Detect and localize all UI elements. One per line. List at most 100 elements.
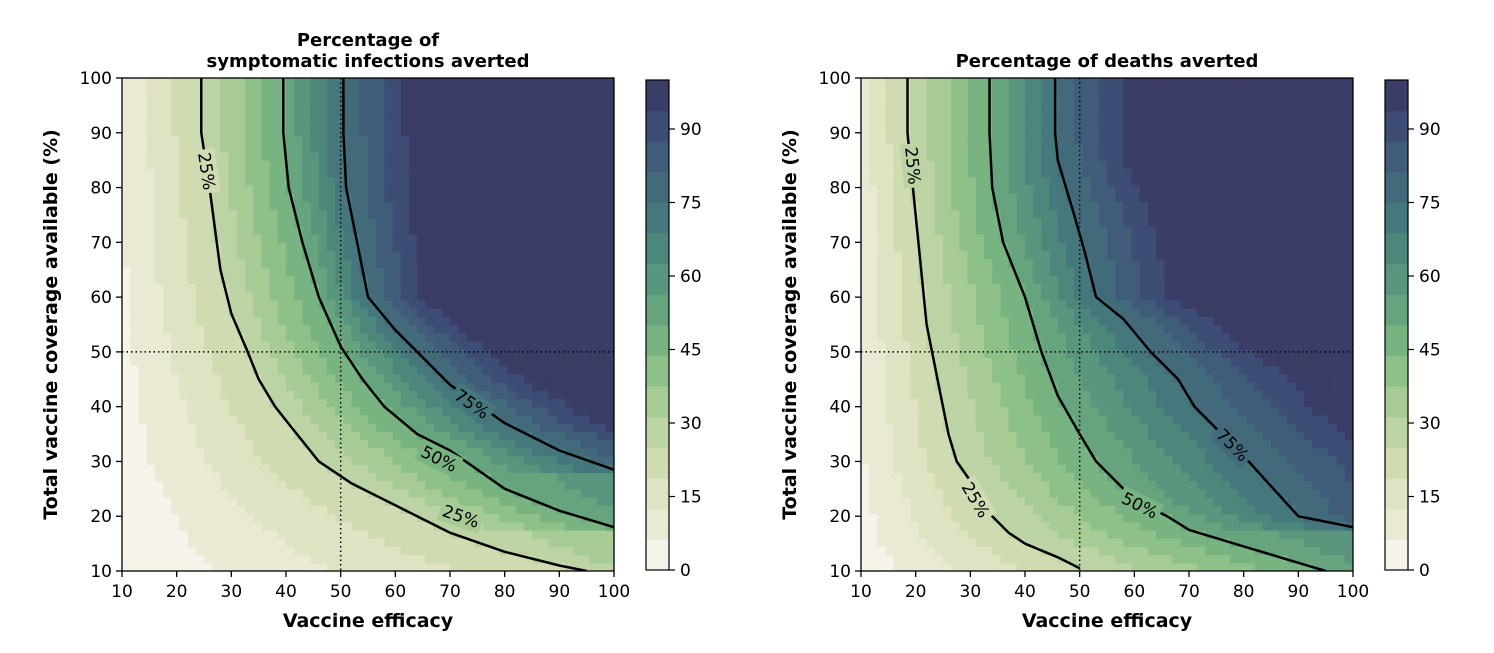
contour-cell [433,119,443,128]
contour-cell [400,538,410,547]
contour-cell [392,234,402,243]
contour-cell [861,513,870,523]
contour-cell [318,431,328,441]
contour-cell [605,102,614,112]
contour-cell [540,266,549,276]
contour-cell [564,209,574,219]
contour-cell [1025,332,1034,342]
contour-cell [122,316,131,326]
contour-cell [885,529,895,539]
contour-fill [122,78,614,571]
contour-cell [220,324,230,334]
contour-cell [515,266,525,276]
contour-cell [433,201,443,211]
contour-cell [540,406,549,416]
contour-cell [564,193,574,202]
contour-cell [515,513,525,523]
contour-cell [269,143,279,153]
contour-cell [902,480,911,490]
contour-cell [507,110,517,120]
contour-cell [910,225,919,235]
contour-cell [564,513,574,523]
contour-cell [959,505,969,515]
contour-cell [343,258,353,268]
contour-cell [302,423,312,432]
contour-cell [441,160,451,169]
contour-cell [474,78,484,87]
contour-cell [507,472,517,482]
contour-cell [425,225,435,235]
contour-cell [343,135,353,145]
contour-cell [425,357,435,367]
contour-cell [869,455,878,465]
contour-cell [384,439,394,449]
contour-cell [171,382,180,391]
contour-cell [294,382,303,391]
contour-cell [959,349,969,358]
contour-cell [869,160,878,169]
contour-cell [926,266,936,276]
contour-cell [877,340,887,350]
contour-cell [154,455,164,465]
contour-cell [1033,472,1042,482]
contour-cell [861,349,870,358]
contour-cell [146,562,156,571]
contour-cell [179,546,189,556]
contour-cell [245,464,254,473]
contour-cell [253,414,262,424]
contour-cell [975,357,985,367]
colorbar-tick-label: 90 [680,120,702,140]
contour-cell [573,505,582,515]
contour-cell [959,332,969,342]
contour-cell [992,193,1001,202]
contour-cell [253,127,262,137]
contour-cell [269,110,279,120]
contour-cell [885,193,895,202]
contour-cell [959,464,969,473]
contour-cell [1016,398,1026,408]
contour-cell [179,102,189,112]
contour-cell [885,365,895,375]
contour-cell [532,283,541,293]
contour-cell [425,176,435,186]
contour-cell [474,349,484,358]
contour-cell [154,488,164,498]
contour-cell [959,431,969,441]
contour-cell [343,291,353,301]
contour-cell [294,455,303,465]
contour-cell [605,160,614,169]
contour-cell [302,110,312,120]
contour-cell [392,464,402,473]
contour-cell [425,546,435,556]
contour-cell [236,455,246,465]
contour-cell [869,546,878,556]
contour-cell [507,168,517,178]
contour-cell [926,472,936,482]
contour-cell [532,299,541,309]
contour-cell [1008,398,1018,408]
contour-cell [458,554,467,564]
contour-cell [869,505,878,515]
contour-cell [992,94,1001,104]
contour-cell [581,406,590,416]
contour-cell [869,143,878,153]
contour-cell [597,127,607,137]
contour-cell [1033,349,1042,358]
contour-cell [368,316,377,326]
contour-cell [984,464,993,473]
contour-cell [597,160,607,169]
contour-cell [269,127,279,137]
contour-cell [138,250,148,260]
contour-cell [474,423,484,432]
colorbar-band [646,478,669,510]
contour-cell [466,127,476,137]
contour-cell [605,332,614,342]
contour-cell [236,151,246,161]
colorbar-band [646,171,669,203]
contour-cell [515,472,525,482]
contour-cell [286,316,295,326]
contour-cell [959,455,969,465]
contour-cell [1033,423,1042,432]
contour-cell [861,365,870,375]
contour-cell [122,513,131,523]
